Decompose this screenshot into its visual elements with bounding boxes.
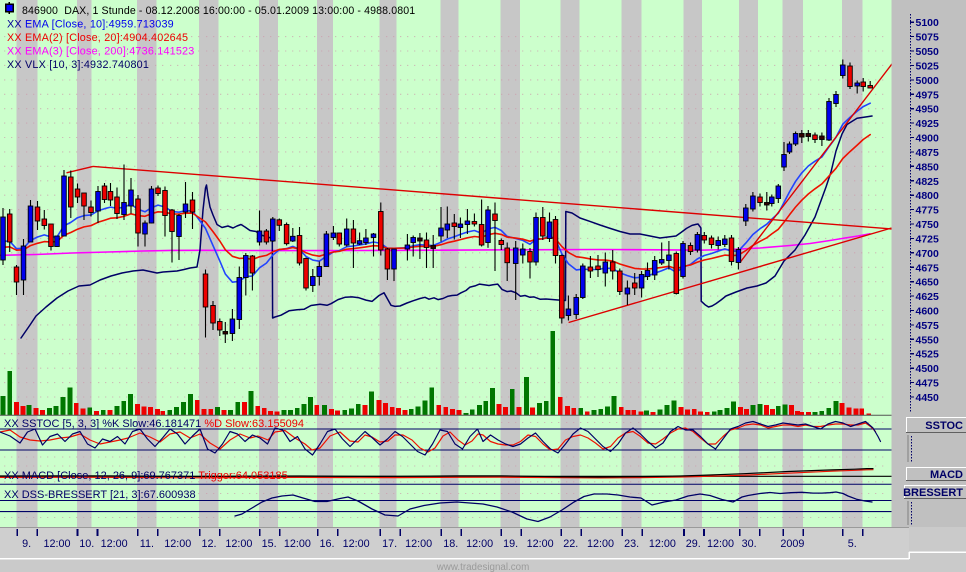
svg-text:5.: 5.	[848, 538, 857, 550]
svg-text:4575: 4575	[916, 320, 940, 332]
svg-text:23.: 23.	[624, 538, 639, 550]
svg-text:4450: 4450	[916, 392, 940, 404]
svg-text:www.tradesignal.com: www.tradesignal.com	[436, 562, 530, 572]
svg-text:17.: 17.	[382, 538, 397, 550]
svg-text:4650: 4650	[916, 277, 940, 289]
svg-text:4675: 4675	[916, 262, 940, 274]
svg-text:19.: 19.	[503, 538, 518, 550]
svg-text:12.: 12.	[201, 538, 216, 550]
svg-text:12:00: 12:00	[225, 538, 252, 550]
svg-text:5050: 5050	[916, 46, 940, 58]
svg-text:12:00: 12:00	[707, 538, 734, 550]
svg-text:5000: 5000	[916, 75, 940, 87]
svg-text:4600: 4600	[916, 306, 940, 318]
svg-text:XX VLX [10, 3]:4932.740801: XX VLX [10, 3]:4932.740801	[7, 59, 149, 71]
svg-text:15.: 15.	[262, 538, 277, 550]
svg-text:4975: 4975	[916, 89, 940, 101]
svg-text:4550: 4550	[916, 334, 940, 346]
svg-text:4900: 4900	[916, 133, 940, 145]
svg-text:16.: 16.	[319, 538, 334, 550]
svg-text:12:00: 12:00	[649, 538, 676, 550]
svg-text:12:00: 12:00	[164, 538, 191, 550]
svg-text:4800: 4800	[916, 190, 940, 202]
svg-text:4625: 4625	[916, 291, 940, 303]
svg-text:XX DSS-BRESSERT [21, 3]:67.600: XX DSS-BRESSERT [21, 3]:67.600938	[4, 489, 196, 501]
svg-text:12:00: 12:00	[466, 538, 493, 550]
svg-text:MACD: MACD	[930, 469, 963, 481]
svg-text:SSTOC: SSTOC	[925, 420, 963, 432]
svg-text:5100: 5100	[916, 17, 940, 29]
svg-text:12:00: 12:00	[43, 538, 70, 550]
svg-text:4950: 4950	[916, 104, 940, 116]
svg-text:XX EMA [Close, 10]:4959.713039: XX EMA [Close, 10]:4959.713039	[7, 19, 174, 31]
svg-text:4475: 4475	[916, 378, 940, 390]
svg-text:4775: 4775	[916, 205, 940, 217]
svg-text:4500: 4500	[916, 363, 940, 375]
svg-text:9.: 9.	[22, 538, 31, 550]
svg-text:5075: 5075	[916, 32, 940, 44]
svg-text:4700: 4700	[916, 248, 940, 260]
svg-text:4875: 4875	[916, 147, 940, 159]
svg-text:5025: 5025	[916, 60, 940, 72]
svg-text:BRESSERT: BRESSERT	[903, 487, 963, 499]
svg-text:4850: 4850	[916, 161, 940, 173]
svg-text:4725: 4725	[916, 233, 940, 245]
svg-text:12:00: 12:00	[527, 538, 554, 550]
svg-text:30.: 30.	[742, 538, 757, 550]
svg-text:4925: 4925	[916, 118, 940, 130]
svg-text:4525: 4525	[916, 349, 940, 361]
svg-text:2009: 2009	[780, 538, 804, 550]
svg-text:XX MACD [Close, 12, 26, 9]:69.: XX MACD [Close, 12, 26, 9]:69.767371 Tri…	[4, 470, 288, 482]
svg-text:4750: 4750	[916, 219, 940, 231]
svg-text:XX EMA(2) [Close, 20]:4904.402: XX EMA(2) [Close, 20]:4904.402645	[7, 32, 188, 44]
svg-text:12:00: 12:00	[343, 538, 370, 550]
svg-text:XX SSTOC [5, 3, 3] %K Slow:46.: XX SSTOC [5, 3, 3] %K Slow:46.181471 %D …	[4, 418, 304, 430]
svg-text:XX EMA(3) [Close, 200]:4736.14: XX EMA(3) [Close, 200]:4736.141523	[7, 46, 194, 58]
svg-text:12:00: 12:00	[405, 538, 432, 550]
svg-text:846900 DAX, 1 Stunde - 08.12.: 846900 DAX, 1 Stunde - 08.12.2008 16:00:…	[22, 5, 415, 17]
svg-text:18.: 18.	[443, 538, 458, 550]
svg-text:10.: 10.	[79, 538, 94, 550]
svg-text:11.: 11.	[140, 538, 154, 550]
svg-text:29.: 29.	[686, 538, 701, 550]
svg-text:12:00: 12:00	[587, 538, 614, 550]
svg-text:22.: 22.	[563, 538, 578, 550]
svg-text:4825: 4825	[916, 176, 940, 188]
svg-text:12:00: 12:00	[101, 538, 128, 550]
svg-text:12:00: 12:00	[284, 538, 311, 550]
